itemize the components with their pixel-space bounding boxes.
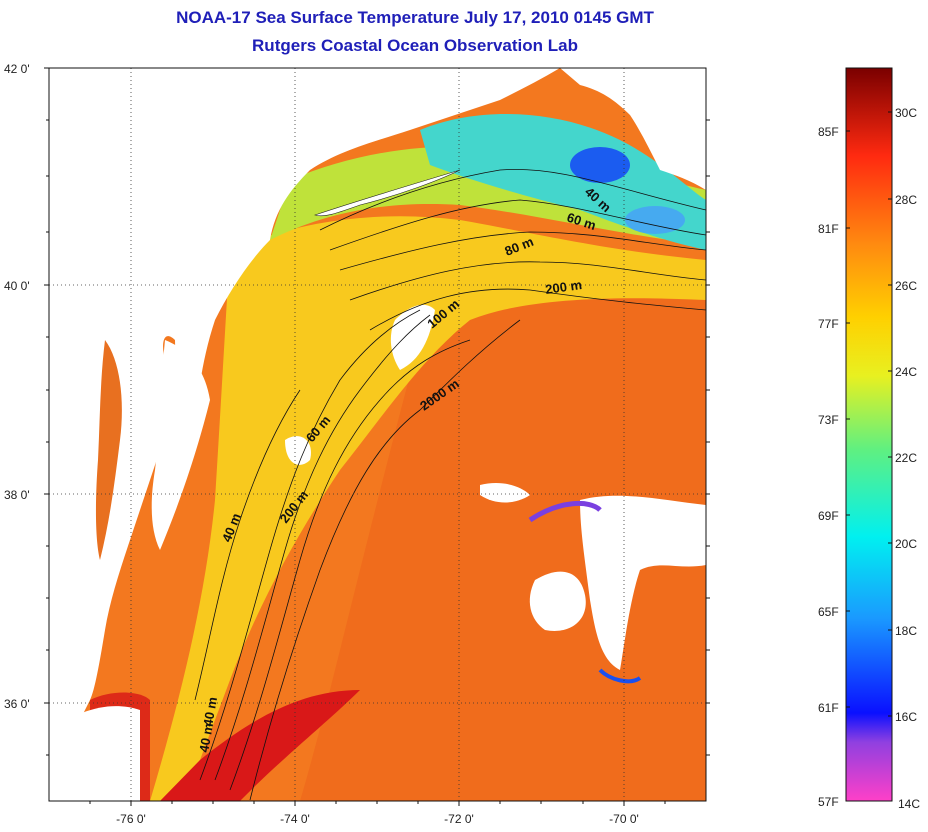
celsius-label: 16C	[895, 710, 917, 724]
cloud-edge-cold	[528, 500, 602, 523]
graticule	[49, 68, 706, 801]
lat-label: 36 0'	[4, 697, 30, 711]
cloud-mask-1	[529, 571, 586, 631]
fahrenheit-label: 61F	[818, 701, 839, 715]
lon-label: -76 0'	[116, 812, 146, 826]
bathymetry-contours	[194, 168, 706, 801]
colorbar-fahrenheit-labels: 85F 81F 77F 73F 69F 65F 61F 57F	[818, 125, 839, 809]
mainland-land	[49, 68, 560, 801]
sst-map: 40 m 60 m 80 m 200 m 100 m 2000 m 60 m 2…	[49, 68, 706, 801]
shelf-water-region	[150, 216, 706, 801]
colorbar-celsius-labels: 30C 28C 26C 24C 22C 20C 18C 16C 14C	[895, 106, 920, 811]
cloud-mask-3	[480, 483, 530, 503]
temperature-colorbar: 85F 81F 77F 73F 69F 65F 61F 57F 30C 28C …	[818, 67, 920, 811]
new-england-land	[560, 68, 706, 190]
lat-label: 40 0'	[4, 279, 30, 293]
fahrenheit-label: 77F	[818, 317, 839, 331]
lon-label: -70 0'	[609, 812, 639, 826]
cloud-edge-cold-2	[598, 668, 642, 684]
celsius-label: 26C	[895, 279, 917, 293]
lon-label: -74 0'	[280, 812, 310, 826]
fahrenheit-label: 65F	[818, 605, 839, 619]
contour-label: 40 m	[196, 722, 216, 754]
celsius-label: 28C	[895, 193, 917, 207]
latitude-labels: 42 0' 40 0' 38 0' 36 0'	[4, 62, 30, 711]
celsius-label: 18C	[895, 624, 917, 638]
fahrenheit-label: 69F	[818, 509, 839, 523]
axis-ticks	[44, 67, 710, 806]
celsius-label: 14C	[898, 797, 920, 811]
colorbar-scale	[845, 67, 893, 802]
lat-label: 38 0'	[4, 488, 30, 502]
colorbar-ticks	[846, 111, 892, 717]
cold-water-east	[625, 206, 685, 234]
chesapeake-bay	[95, 340, 122, 560]
celsius-label: 22C	[895, 451, 917, 465]
hot-water-region	[160, 690, 360, 801]
celsius-label: 30C	[895, 106, 917, 120]
cold-core-blue	[570, 147, 630, 183]
fahrenheit-label: 73F	[818, 413, 839, 427]
title-line-1: NOAA-17 Sea Surface Temperature July 17,…	[176, 8, 654, 27]
longitude-labels: -76 0' -74 0' -72 0' -70 0'	[116, 812, 639, 826]
long-island	[314, 169, 461, 217]
celsius-label: 20C	[895, 537, 917, 551]
contour-label: 200 m	[544, 277, 583, 297]
cloud-mask-2	[580, 495, 706, 670]
fahrenheit-label: 85F	[818, 125, 839, 139]
hatteras-land	[49, 706, 140, 801]
celsius-label: 24C	[895, 365, 917, 379]
title-line-2: Rutgers Coastal Ocean Observation Lab	[252, 36, 578, 55]
lon-label: -72 0'	[444, 812, 474, 826]
cloud-mask-4	[390, 304, 435, 370]
cloud-mask-5	[285, 436, 311, 465]
fahrenheit-label: 81F	[818, 222, 839, 236]
delmarva-land	[151, 340, 210, 550]
contour-label: 40 m	[200, 696, 220, 728]
fahrenheit-label: 57F	[818, 795, 839, 809]
lat-label: 42 0'	[4, 62, 30, 76]
